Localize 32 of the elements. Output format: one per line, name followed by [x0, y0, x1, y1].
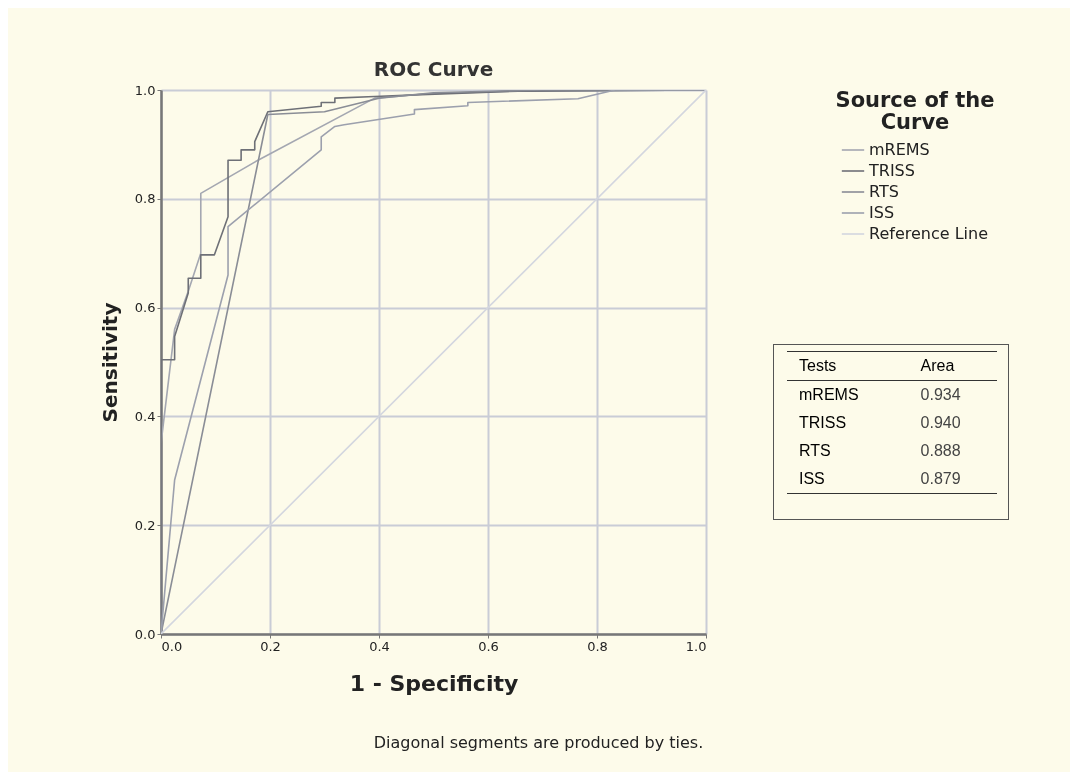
y-tick-label: 0.6: [134, 300, 156, 316]
y-tick-label: 0.0: [134, 626, 156, 642]
text: RTS: [798, 441, 832, 461]
legend-label: Reference Line: [869, 224, 988, 243]
y-tick-label: 0.2: [134, 517, 156, 533]
text: Tests: [798, 356, 838, 376]
legend-label: mREMS: [869, 140, 930, 159]
legend-title: Source of the Curve: [835, 88, 995, 134]
text: ISS: [798, 469, 826, 489]
legend-label: RTS: [869, 182, 899, 201]
text: Area: [919, 356, 956, 376]
text: mREMS: [798, 385, 860, 405]
x-tick-label: 0.4: [369, 638, 390, 654]
chart-title: ROC Curve: [373, 57, 494, 81]
x-axis-title: 1 - Specificity: [349, 670, 519, 696]
x-tick-label: 1.0: [685, 638, 707, 654]
text: 0.888: [919, 441, 962, 461]
y-tick-label: 1.0: [134, 82, 156, 98]
text: 0.940: [919, 413, 962, 433]
y-tick-label: 0.4: [134, 408, 156, 424]
legend-label: ISS: [869, 203, 895, 222]
legend-label: TRISS: [868, 161, 915, 180]
text: Diagonal segments are produced by ties.: [372, 733, 705, 752]
x-tick-label: 0.2: [260, 638, 281, 654]
text: 0.879: [919, 469, 962, 489]
y-tick-label: 0.8: [134, 191, 156, 207]
x-tick-label: 0.8: [587, 638, 608, 654]
text: TRISS: [798, 413, 848, 433]
y-axis-title: Sensitivity: [97, 302, 122, 423]
x-tick-label: 0.0: [161, 638, 183, 654]
text: 0.934: [919, 385, 962, 405]
x-tick-label: 0.6: [478, 638, 499, 654]
